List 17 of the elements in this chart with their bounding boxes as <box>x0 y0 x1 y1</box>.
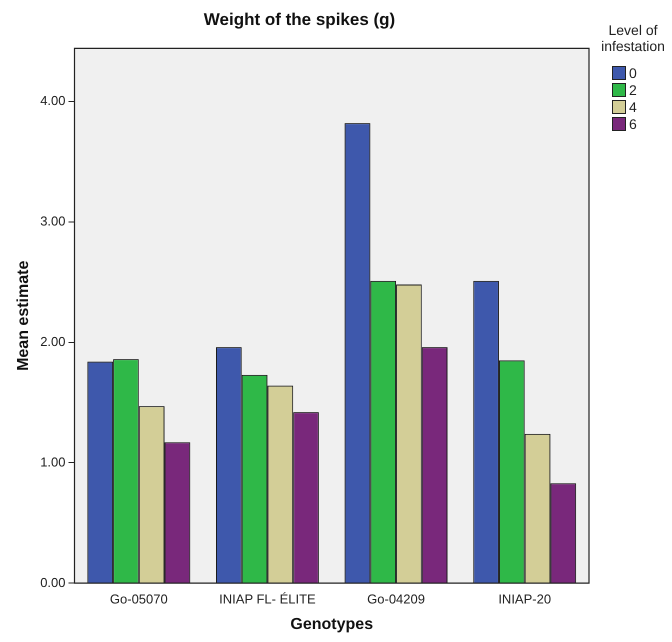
x-tick-label: Go-05070 <box>110 592 168 607</box>
x-tick-label: INIAP FL- ÉLITE <box>219 592 316 607</box>
y-tick-label: 2.00 <box>40 334 66 349</box>
y-tick-label: 1.00 <box>40 454 66 470</box>
x-axis-title: Genotypes <box>290 616 374 633</box>
y-tick-label: 3.00 <box>40 213 66 228</box>
y-tick-label: 4.00 <box>40 92 66 108</box>
x-tick-label: Go-04209 <box>367 592 425 607</box>
legend-label: 6 <box>629 116 637 132</box>
y-axis-title: Mean estimate <box>15 260 32 371</box>
legend-label: 0 <box>629 64 637 80</box>
legend-label: 2 <box>629 82 637 98</box>
x-tick-label: INIAP-20 <box>498 592 552 607</box>
chart-title: Weight of the spikes (g) <box>204 10 396 29</box>
legend-label: 4 <box>629 98 637 114</box>
y-tick-label: 0.00 <box>40 574 66 590</box>
legend-title: Level of infestation <box>600 22 666 54</box>
